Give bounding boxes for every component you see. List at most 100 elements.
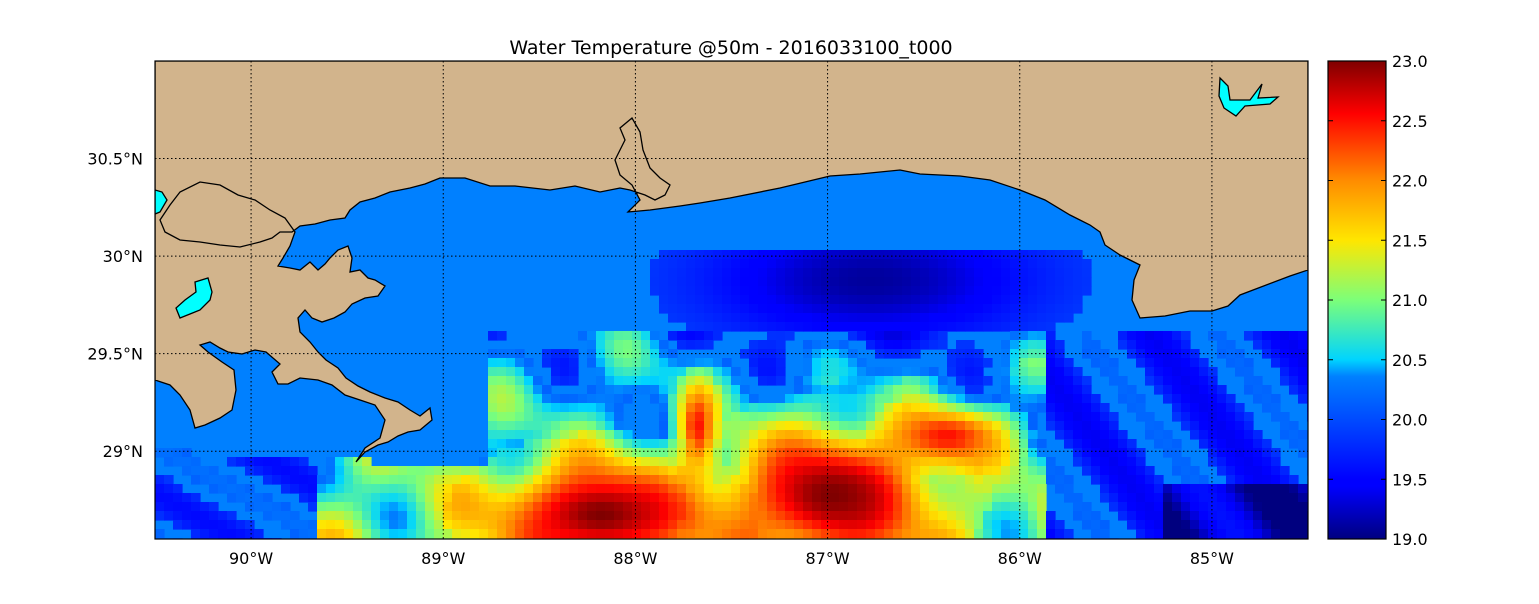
temperature-cell — [1037, 457, 1047, 467]
temperature-cell — [956, 520, 966, 530]
temperature-cell — [488, 331, 498, 341]
temperature-cell — [1118, 439, 1128, 449]
temperature-cell — [866, 511, 876, 521]
temperature-cell — [524, 430, 534, 440]
temperature-cell — [713, 430, 723, 440]
temperature-cell — [812, 412, 822, 422]
temperature-cell — [695, 529, 705, 539]
temperature-cell — [1037, 268, 1047, 278]
temperature-cell — [1010, 385, 1020, 395]
temperature-cell — [911, 403, 921, 413]
temperature-cell — [560, 493, 570, 503]
temperature-cell — [1271, 448, 1281, 458]
temperature-cell — [857, 466, 867, 476]
temperature-cell — [1235, 493, 1245, 503]
temperature-cell — [1037, 385, 1047, 395]
temperature-cell — [668, 520, 678, 530]
temperature-cell — [731, 484, 741, 494]
temperature-cell — [1226, 349, 1236, 359]
temperature-cell — [1280, 493, 1290, 503]
temperature-cell — [821, 313, 831, 323]
temperature-cell — [533, 457, 543, 467]
temperature-cell — [713, 394, 723, 404]
temperature-cell — [200, 466, 210, 476]
temperature-cell — [704, 394, 714, 404]
temperature-cell — [947, 421, 957, 431]
temperature-cell — [569, 511, 579, 521]
temperature-cell — [1199, 502, 1209, 512]
temperature-cell — [533, 520, 543, 530]
temperature-cell — [1298, 493, 1308, 503]
temperature-cell — [614, 349, 624, 359]
temperature-cell — [1253, 331, 1263, 341]
temperature-cell — [1208, 484, 1218, 494]
temperature-cell — [983, 322, 993, 332]
temperature-cell — [605, 394, 615, 404]
temperature-cell — [965, 259, 975, 269]
temperature-cell — [182, 511, 192, 521]
temperature-cell — [578, 475, 588, 485]
temperature-cell — [803, 394, 813, 404]
colorbar-tick-label: 22.0 — [1392, 172, 1428, 191]
temperature-cell — [506, 403, 516, 413]
temperature-cell — [452, 520, 462, 530]
temperature-cell — [695, 385, 705, 395]
temperature-cell — [1001, 367, 1011, 377]
temperature-cell — [1073, 259, 1083, 269]
temperature-cell — [857, 358, 867, 368]
temperature-cell — [803, 511, 813, 521]
temperature-cell — [929, 331, 939, 341]
temperature-cell — [1280, 349, 1290, 359]
temperature-cell — [533, 430, 543, 440]
temperature-cell — [848, 277, 858, 287]
temperature-cell — [848, 466, 858, 476]
temperature-cell — [821, 502, 831, 512]
temperature-cell — [596, 340, 606, 350]
temperature-cell — [992, 448, 1002, 458]
temperature-cell — [605, 448, 615, 458]
temperature-cell — [542, 511, 552, 521]
temperature-cell — [785, 268, 795, 278]
temperature-cell — [344, 502, 354, 512]
temperature-cell — [893, 493, 903, 503]
temperature-cell — [848, 529, 858, 539]
temperature-cell — [893, 421, 903, 431]
temperature-cell — [830, 349, 840, 359]
temperature-cell — [713, 493, 723, 503]
temperature-cell — [875, 367, 885, 377]
temperature-cell — [533, 529, 543, 539]
temperature-cell — [353, 520, 363, 530]
temperature-cell — [1127, 448, 1137, 458]
temperature-cell — [803, 520, 813, 530]
temperature-cell — [668, 286, 678, 296]
temperature-cell — [983, 484, 993, 494]
temperature-cell — [1064, 421, 1074, 431]
temperature-cell — [965, 304, 975, 314]
temperature-cell — [767, 493, 777, 503]
temperature-cell — [1208, 457, 1218, 467]
temperature-cell — [650, 493, 660, 503]
temperature-cell — [155, 493, 165, 503]
temperature-cell — [551, 439, 561, 449]
temperature-cell — [695, 376, 705, 386]
temperature-cell — [353, 466, 363, 476]
temperature-cell — [749, 277, 759, 287]
temperature-cell — [812, 250, 822, 260]
temperature-cell — [227, 511, 237, 521]
temperature-cell — [1244, 484, 1254, 494]
temperature-cell — [1064, 403, 1074, 413]
temperature-cell — [1055, 340, 1065, 350]
temperature-cell — [506, 493, 516, 503]
temperature-cell — [875, 286, 885, 296]
temperature-cell — [1253, 466, 1263, 476]
temperature-cell — [335, 475, 345, 485]
temperature-cell — [614, 421, 624, 431]
temperature-cell — [974, 412, 984, 422]
temperature-cell — [650, 349, 660, 359]
temperature-cell — [767, 313, 777, 323]
temperature-cell — [506, 349, 516, 359]
temperature-cell — [596, 358, 606, 368]
temperature-cell — [434, 484, 444, 494]
temperature-cell — [812, 430, 822, 440]
map-title: Water Temperature @50m - 2016033100_t000 — [509, 37, 952, 59]
